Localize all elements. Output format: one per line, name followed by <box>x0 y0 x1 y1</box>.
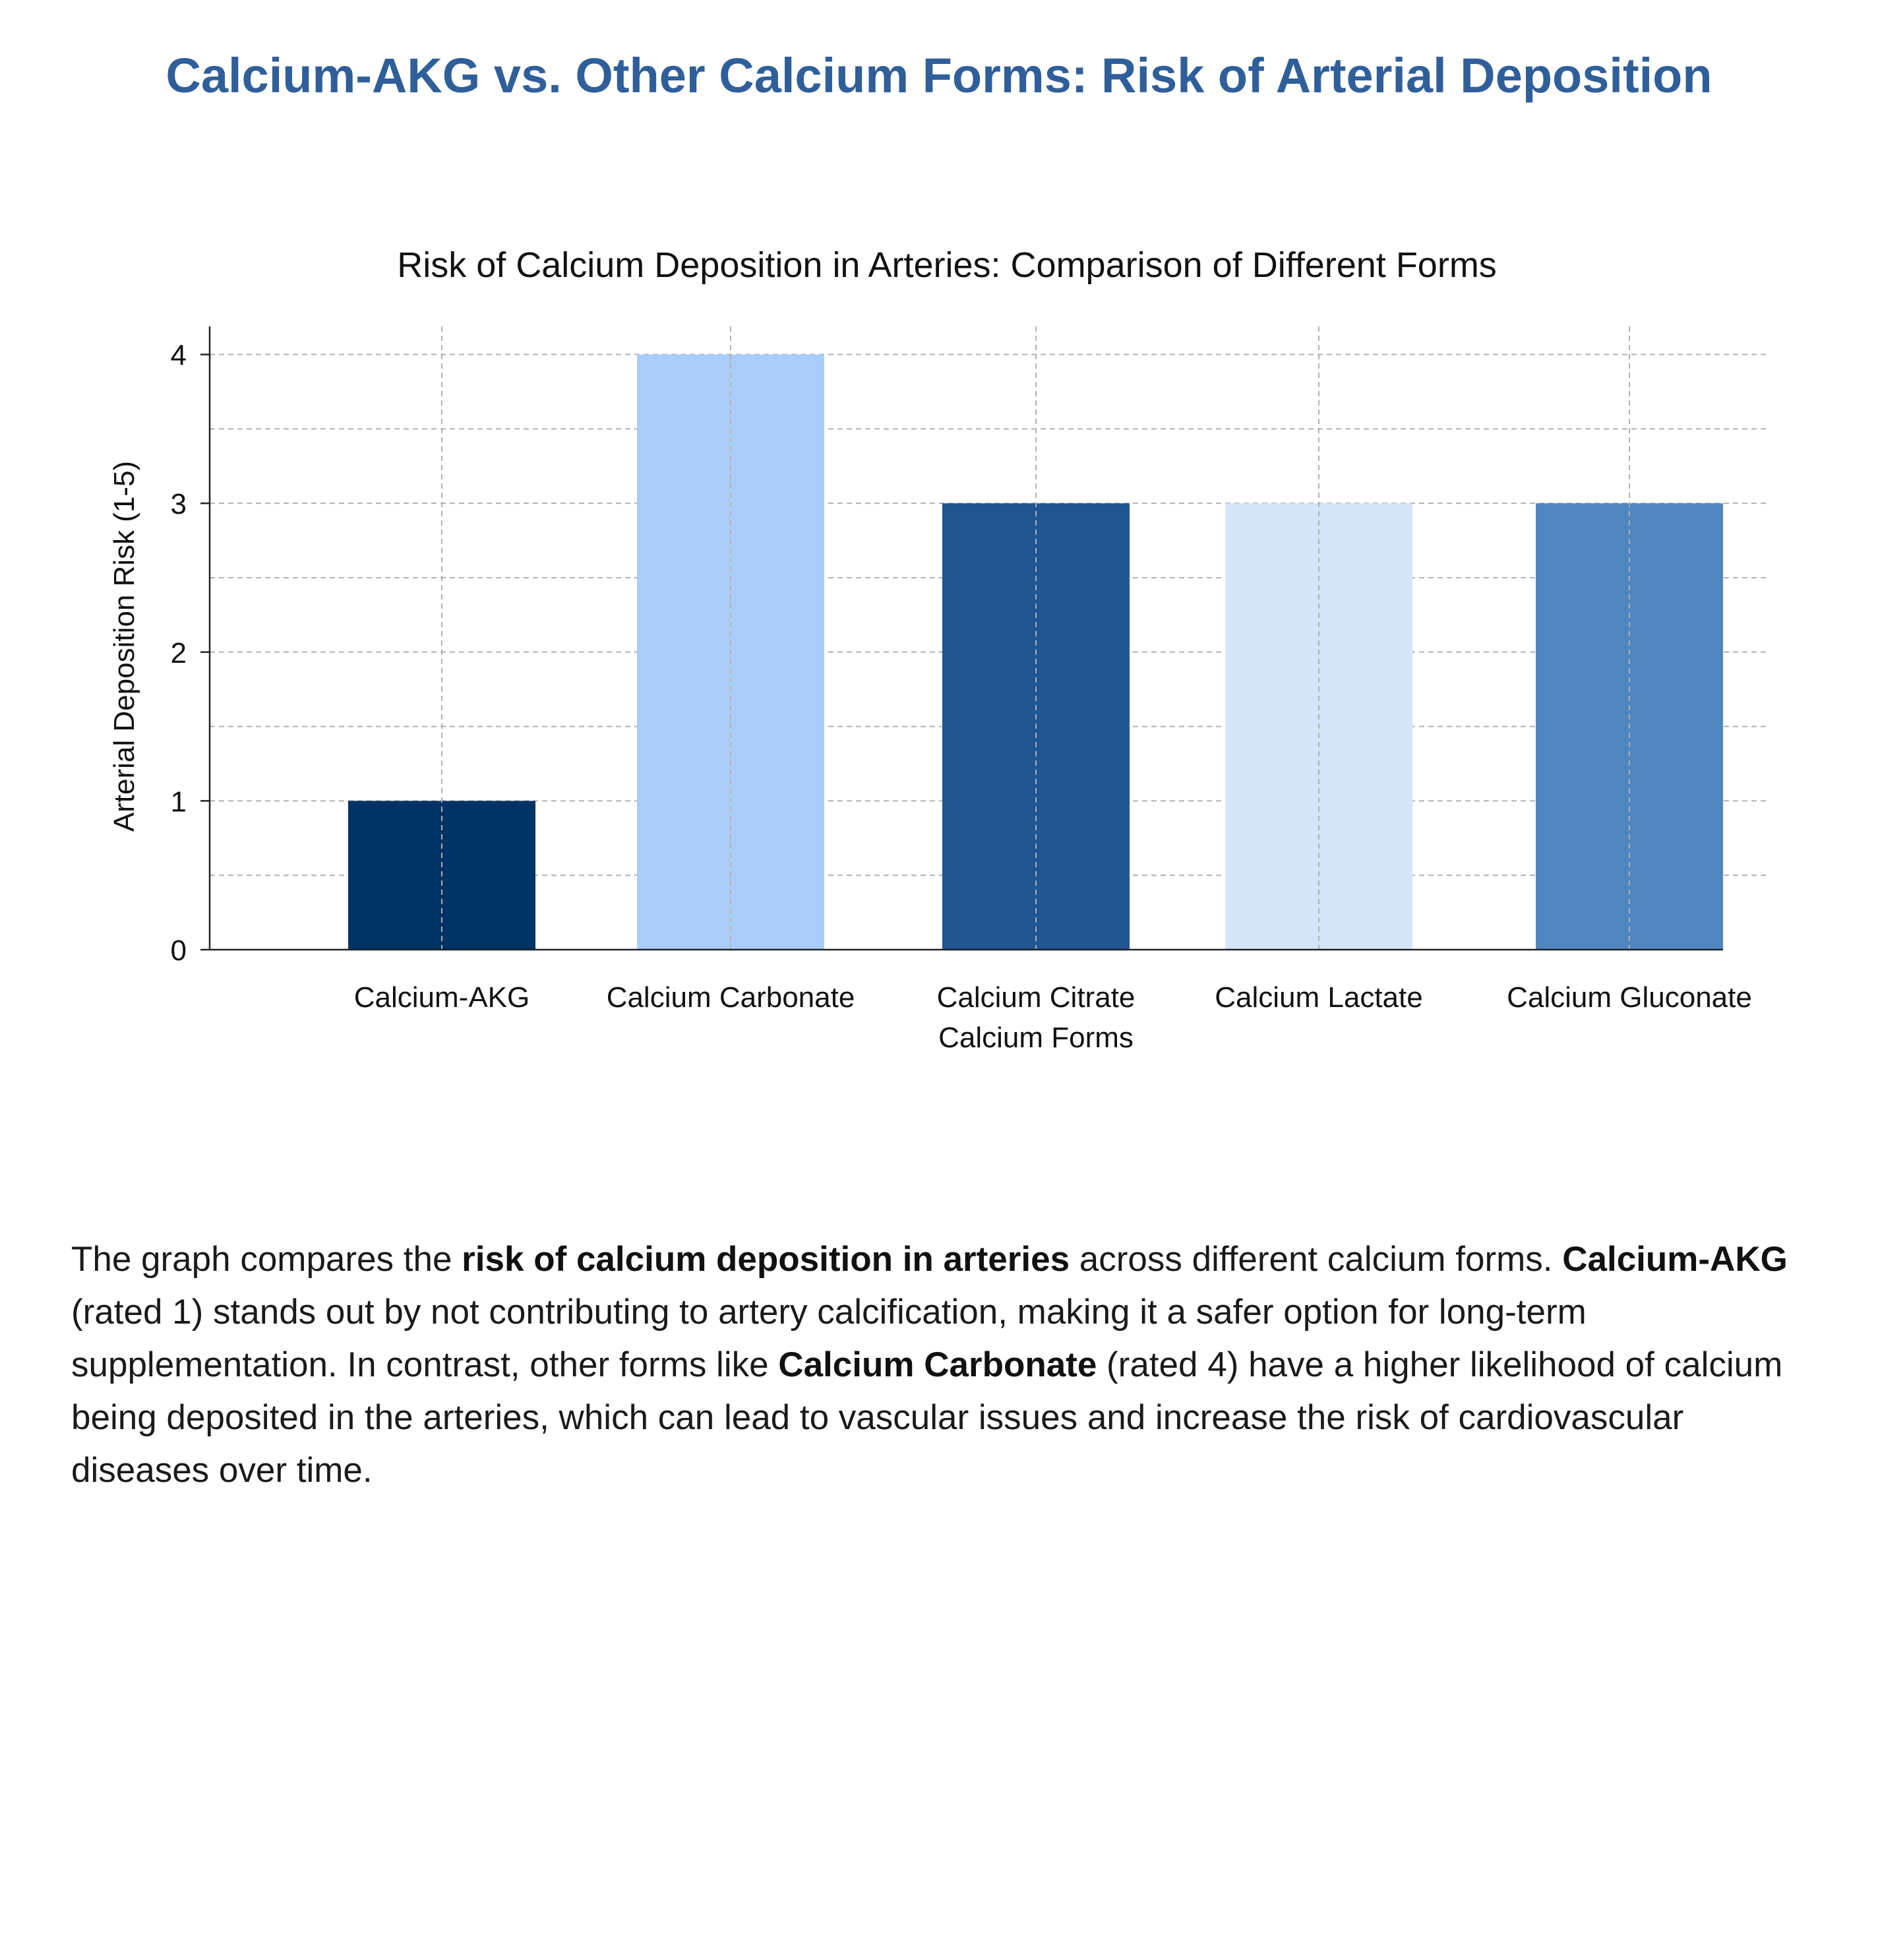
caption-bold-2: Calcium-AKG <box>1562 1240 1788 1279</box>
bar-chart: Risk of Calcium Deposition in Arteries: … <box>108 245 1766 1054</box>
axes <box>200 326 1723 951</box>
x-tick-label: Calcium-AKG <box>354 981 530 1014</box>
y-tick-label: 3 <box>171 488 187 520</box>
vertical-gridlines <box>441 326 1630 950</box>
caption-text-4: (rated 4) have a higher likelihood of ca… <box>71 1345 1783 1490</box>
tick-labels: 0 1 2 3 4 Calcium-AKG Calcium Carbonate Calcium… <box>171 340 1752 1014</box>
y-axis-label: Arterial Deposition Risk (1-5) <box>108 461 140 832</box>
page-title: Calcium-AKG vs. Other Calcium Forms: Ris… <box>166 48 1712 103</box>
chart-description: The graph compares the risk of calcium d… <box>71 1233 1825 1497</box>
caption-bold-1: risk of calcium deposition in arteries <box>462 1240 1070 1279</box>
chart-title: Risk of Calcium Deposition in Arteries: … <box>397 245 1497 285</box>
y-tick-label: 0 <box>171 934 187 967</box>
x-tick-label: Calcium Carbonate <box>607 981 855 1014</box>
x-tick-label: Calcium Gluconate <box>1507 981 1752 1014</box>
caption-text-2: across different calcium forms. <box>1070 1240 1563 1279</box>
y-tick-label: 4 <box>171 340 187 372</box>
x-tick-label: Calcium Citrate <box>937 981 1136 1014</box>
y-tick-label: 1 <box>171 785 187 818</box>
caption-text-3: (rated 1) stands out by not contributing… <box>71 1293 1587 1384</box>
caption-bold-3: Calcium Carbonate <box>778 1345 1097 1384</box>
y-tick-label: 2 <box>171 637 187 669</box>
x-tick-label: Calcium Lactate <box>1215 981 1422 1014</box>
x-axis-label: Calcium Forms <box>938 1022 1134 1054</box>
caption-text-1: The graph compares the <box>71 1240 462 1279</box>
